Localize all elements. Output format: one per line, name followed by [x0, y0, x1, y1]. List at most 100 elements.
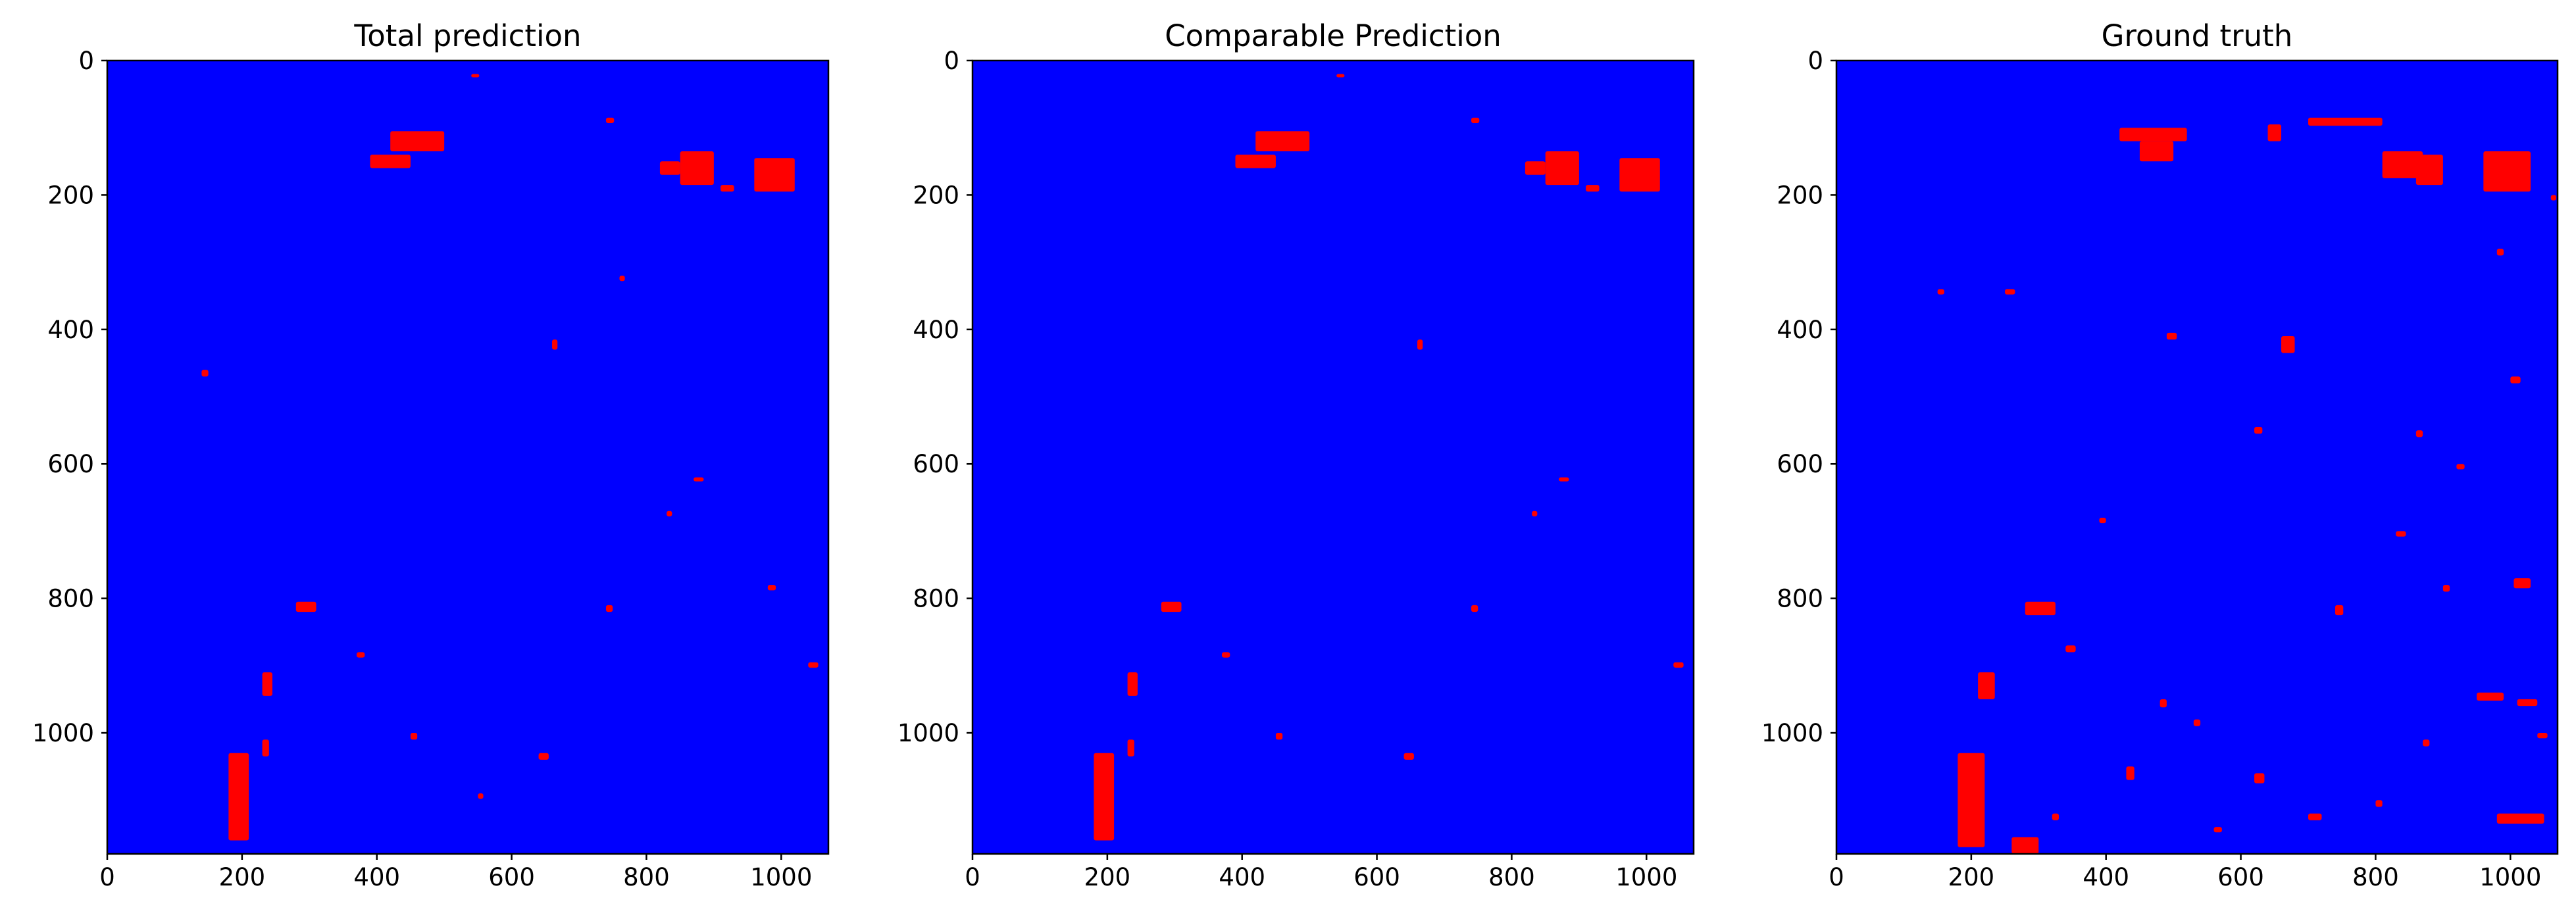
mask-region — [2099, 517, 2106, 524]
mask-region — [2254, 427, 2263, 434]
y-tick-label: 600 — [913, 450, 959, 478]
mask-region — [808, 662, 819, 668]
mask-region — [2119, 128, 2187, 141]
x-tick-label: 800 — [2352, 863, 2399, 891]
mask-region — [390, 131, 445, 151]
plot-area — [1836, 61, 2558, 854]
mask-region — [1127, 672, 1138, 696]
mask-region — [1937, 289, 1944, 295]
mask-region — [478, 793, 484, 799]
mask-region — [2213, 827, 2222, 833]
y-tick-label: 0 — [1807, 47, 1823, 75]
mask-region — [2477, 692, 2504, 701]
mask-region — [1957, 753, 1985, 847]
panel-ground-truth: Ground truth 0 200 400 600 800 1000 0 200 400 60… — [1761, 18, 2559, 891]
mask-region — [228, 753, 249, 841]
mask-region — [295, 601, 316, 612]
mask-region — [2375, 800, 2383, 807]
mask-region — [2166, 332, 2177, 340]
mask-region — [1525, 161, 1546, 175]
mask-regions — [1094, 74, 1684, 841]
mask-region — [2308, 117, 2383, 126]
mask-region — [2005, 289, 2015, 295]
mask-region — [2510, 376, 2521, 384]
mask-region — [2254, 773, 2265, 784]
mask-region — [370, 155, 411, 168]
y-tick-label: 600 — [47, 450, 94, 478]
mask-region — [659, 161, 680, 175]
mask-region — [720, 185, 734, 192]
x-tick-label: 200 — [219, 863, 266, 891]
mask-region — [1471, 605, 1478, 612]
x-tick-label: 600 — [488, 863, 535, 891]
mask-region — [1255, 131, 1310, 151]
mask-region — [1161, 601, 1182, 612]
mask-region — [754, 158, 795, 192]
mask-region — [2139, 141, 2174, 162]
mask-regions — [1937, 117, 2556, 854]
mask-region — [605, 605, 613, 612]
mask-region — [2281, 336, 2295, 353]
mask-region — [2308, 813, 2322, 820]
y-tick-label: 600 — [1777, 450, 1823, 478]
x-tick-label: 400 — [353, 863, 400, 891]
mask-regions — [201, 74, 819, 841]
x-tick-label: 200 — [1084, 863, 1131, 891]
x-tick-label: 0 — [1829, 863, 1844, 891]
mask-region — [2483, 151, 2531, 192]
mask-region — [1545, 151, 1579, 186]
mask-region — [1127, 739, 1134, 757]
panel-comparable-prediction: Comparable Prediction 0 200 400 600 800 1000 … — [897, 18, 1695, 891]
mask-region — [2496, 249, 2504, 256]
mask-region — [2011, 837, 2039, 854]
mask-region — [680, 151, 714, 186]
mask-region — [2025, 601, 2056, 616]
x-tick-label: 800 — [623, 863, 670, 891]
mask-region — [1403, 753, 1414, 760]
mask-region — [471, 74, 480, 78]
y-tick-label: 0 — [78, 47, 94, 75]
mask-region — [2396, 531, 2406, 537]
mask-region — [1417, 339, 1423, 350]
y-tick-label: 800 — [913, 585, 959, 613]
x-axis: 0 200 400 600 800 1000 — [1829, 854, 2541, 891]
mask-region — [2193, 719, 2201, 726]
mask-region — [2456, 464, 2465, 470]
mask-region — [2496, 813, 2544, 824]
y-tick-label: 400 — [1777, 316, 1823, 344]
mask-region — [2159, 699, 2167, 708]
mask-region — [1094, 753, 1115, 841]
mask-region — [2415, 155, 2443, 186]
y-tick-label: 200 — [1777, 181, 1823, 209]
mask-region — [667, 510, 672, 516]
mask-region — [2537, 733, 2548, 739]
x-tick-label: 0 — [965, 863, 980, 891]
y-tick-label: 1000 — [32, 719, 94, 747]
mask-region — [356, 652, 365, 658]
x-axis: 0 200 400 600 800 1000 — [99, 854, 812, 891]
mask-region — [619, 276, 625, 282]
y-tick-label: 0 — [944, 47, 959, 75]
x-axis: 0 200 400 600 800 1000 — [965, 854, 1677, 891]
y-axis: 0 200 400 600 800 1000 — [897, 47, 972, 747]
mask-region — [1336, 74, 1345, 78]
plot-area — [972, 61, 1694, 854]
mask-region — [1221, 652, 1230, 658]
y-tick-label: 400 — [913, 316, 959, 344]
mask-region — [2423, 739, 2430, 747]
mask-region — [410, 733, 418, 740]
mask-region — [2382, 151, 2423, 178]
panel-total-prediction: Total prediction 0 200 400 600 800 1000 0 200 4… — [32, 18, 830, 891]
x-tick-label: 200 — [1948, 863, 1995, 891]
y-tick-label: 1000 — [897, 719, 959, 747]
x-tick-label: 1000 — [1615, 863, 1677, 891]
mask-region — [2415, 430, 2423, 437]
y-tick-label: 800 — [1777, 585, 1823, 613]
mask-region — [1978, 672, 1995, 699]
mask-region — [2517, 699, 2538, 707]
mask-region — [1235, 155, 1276, 168]
mask-region — [1559, 477, 1569, 482]
x-tick-label: 600 — [2217, 863, 2264, 891]
mask-region — [1471, 117, 1480, 124]
mask-region — [2513, 578, 2531, 589]
